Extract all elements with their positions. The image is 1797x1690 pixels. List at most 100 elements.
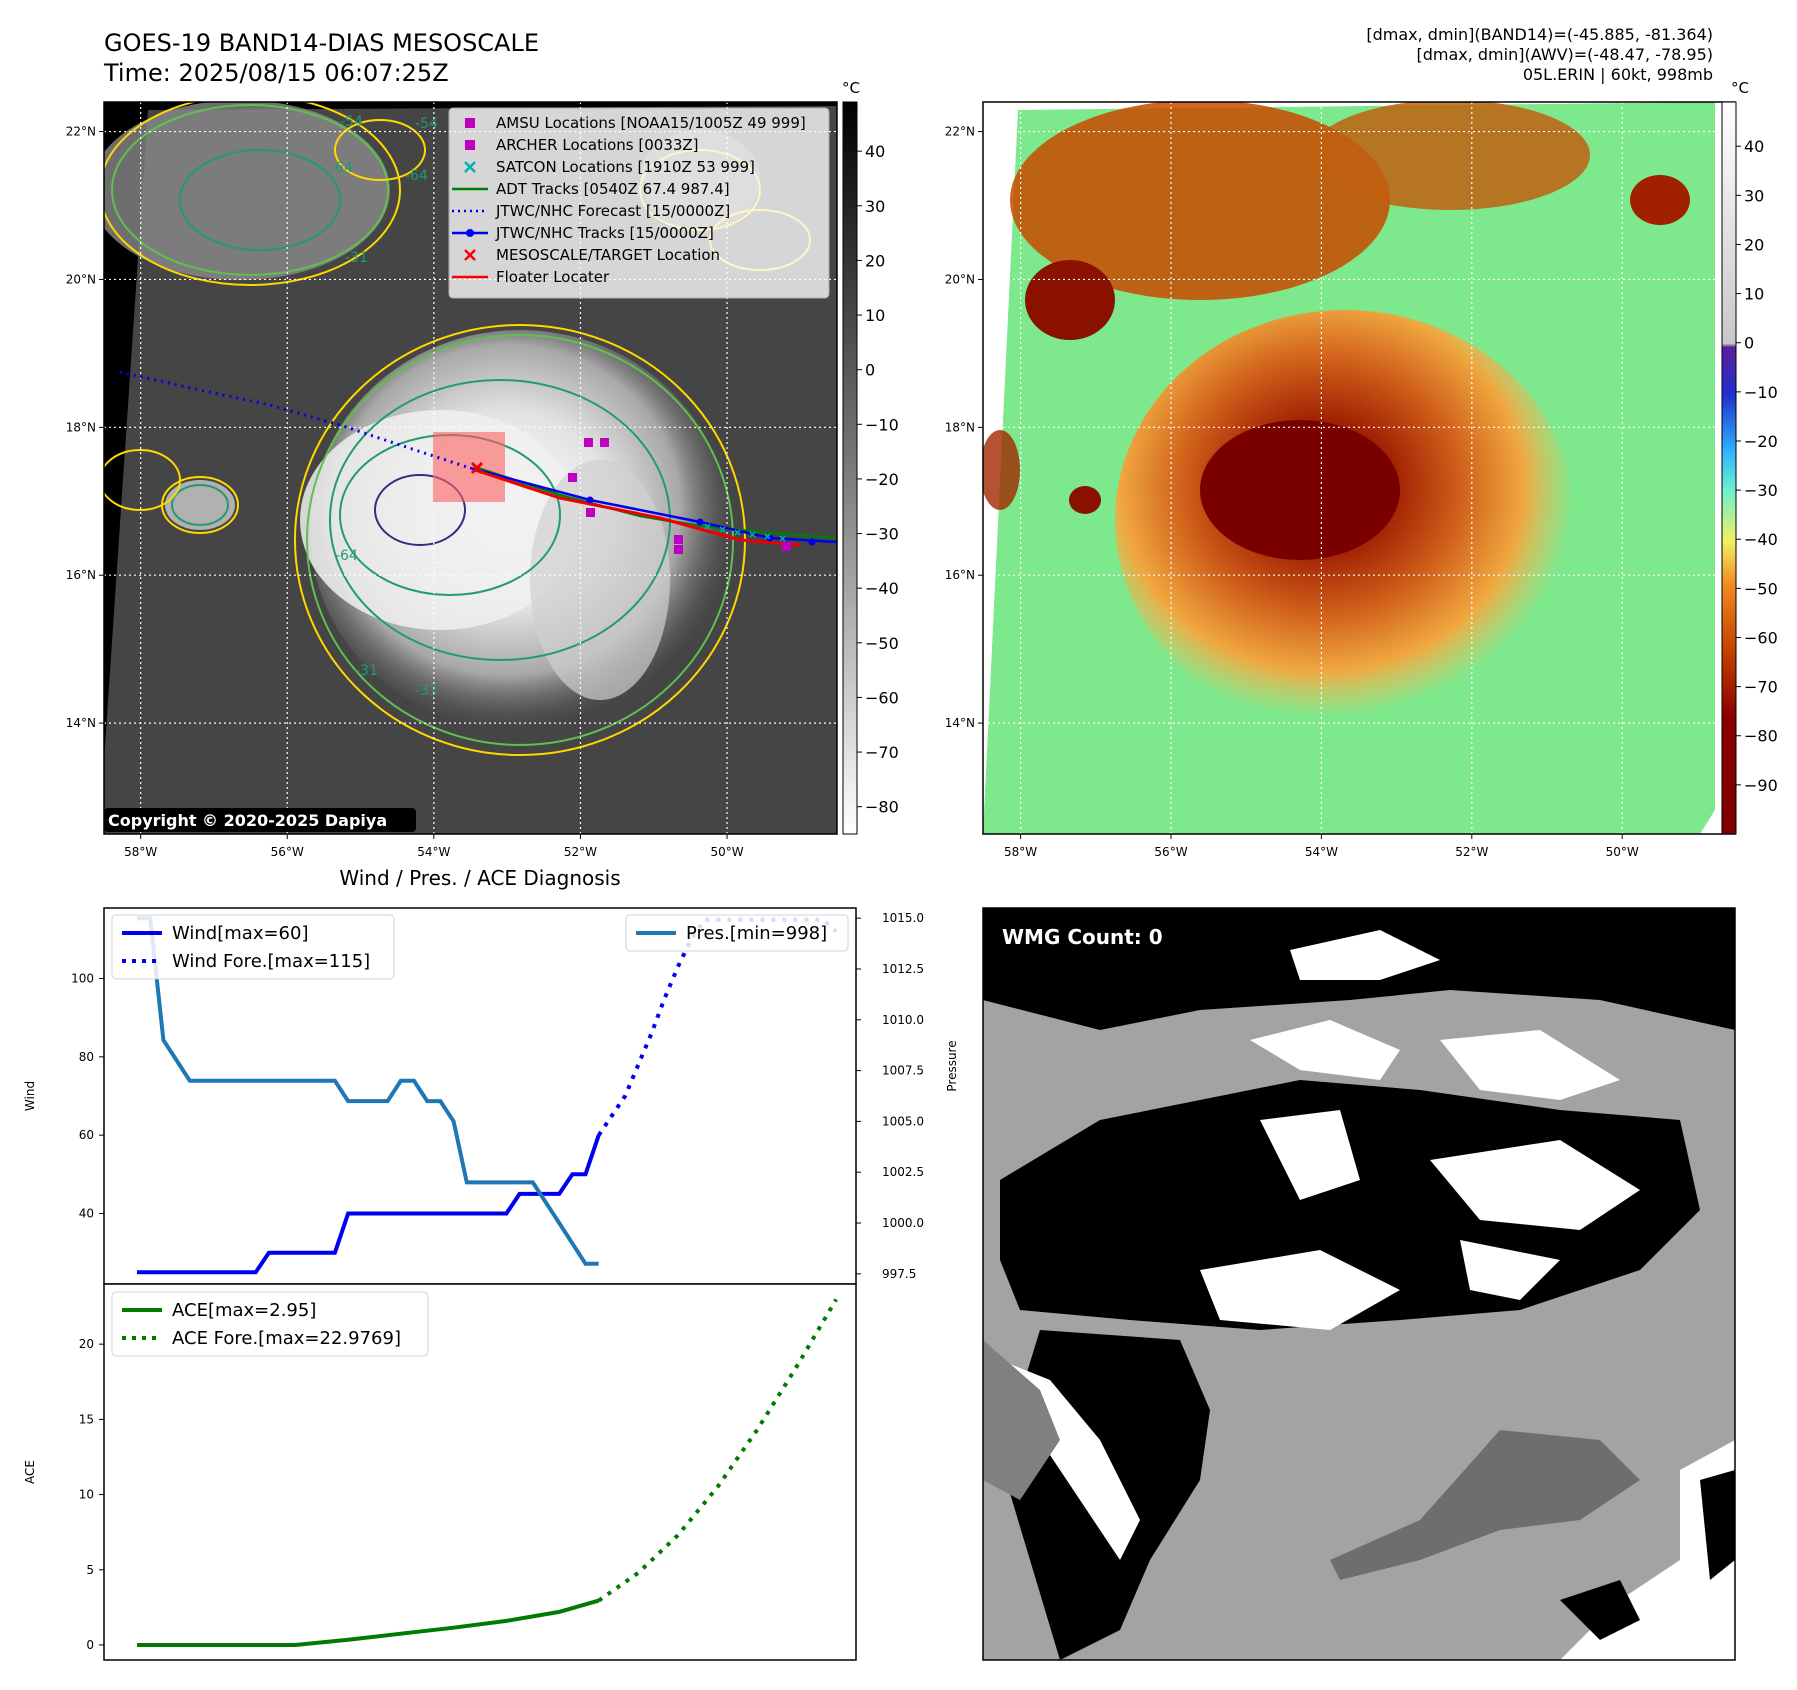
contour-label: -64 bbox=[330, 160, 353, 176]
figure-time: Time: 2025/08/15 06:07:25Z bbox=[103, 59, 449, 87]
contour-label: -31 bbox=[415, 683, 438, 699]
lat-tick-label: 16°N bbox=[66, 568, 96, 582]
dmax-band14-readout: [dmax, dmin](BAND14)=(-45.885, -81.364) bbox=[1366, 25, 1713, 44]
chart-legend-label: Wind[max=60] bbox=[172, 923, 309, 944]
y-tick-label: 100 bbox=[71, 972, 94, 986]
awv-colorbar: °C 40 30 20 10 0 −10 −20 −30 −40 −50 −60 −70 −80 −90 bbox=[1721, 79, 1778, 835]
awv-enhanced-map bbox=[982, 101, 1736, 835]
y-right-axis-label: Pressure bbox=[945, 1040, 959, 1091]
lat-tick-label: 22°N bbox=[945, 125, 975, 139]
legend-label: Floater Locater bbox=[496, 268, 610, 286]
chart-legend-box bbox=[625, 914, 849, 952]
series-line bbox=[137, 1598, 600, 1647]
contour-label: -31 bbox=[355, 663, 378, 679]
colorbar-tick-label: −70 bbox=[1744, 678, 1778, 697]
dmax-awv-readout: [dmax, dmin](AWV)=(-48.47, -78.95) bbox=[1416, 45, 1713, 64]
colorbar-tick-label: 20 bbox=[865, 251, 885, 270]
y-tick-label: 40 bbox=[79, 1207, 94, 1221]
chart-legend-label: Wind Fore.[max=115] bbox=[172, 951, 370, 972]
lon-tick-label: 50°W bbox=[710, 845, 743, 859]
mesoscale-target-marker bbox=[470, 461, 484, 475]
colorbar-tick-label: −80 bbox=[865, 798, 899, 817]
colorbar-tick-label: −40 bbox=[865, 579, 899, 598]
chart-legend-label: Pres.[min=998] bbox=[686, 923, 827, 944]
colorbar-tick-label: −30 bbox=[865, 525, 899, 544]
legend-marker bbox=[465, 118, 475, 128]
legend-marker bbox=[464, 161, 476, 173]
contour-label: -54 bbox=[415, 116, 438, 132]
colorbar-unit: °C bbox=[1731, 79, 1749, 97]
floater-locater-track bbox=[474, 468, 801, 547]
legend-label: SATCON Locations [1910Z 53 999] bbox=[496, 158, 755, 176]
legend-marker bbox=[465, 140, 475, 150]
colorbar-tick-label: −20 bbox=[865, 470, 899, 489]
copyright-text: Copyright © 2020-2025 Dapiya bbox=[108, 811, 387, 830]
colorbar-tick-label: −90 bbox=[1744, 776, 1778, 795]
legend-marker bbox=[464, 249, 476, 261]
contour-label: -54 bbox=[340, 114, 363, 130]
colorbar-tick-label: −80 bbox=[1744, 727, 1778, 746]
diagnosis-title: Wind / Pres. / ACE Diagnosis bbox=[339, 866, 620, 890]
colorbar-tick-label: 10 bbox=[865, 306, 885, 325]
colorbar-unit: °C bbox=[842, 79, 860, 97]
lon-tick-label: 52°W bbox=[564, 845, 597, 859]
y-tick-label: 10 bbox=[79, 1488, 94, 1502]
y-axis-label: Wind bbox=[23, 1081, 37, 1111]
colorbar-tick-label: −40 bbox=[1744, 530, 1778, 549]
lat-tick-label: 22°N bbox=[66, 125, 96, 139]
lat-tick-label: 14°N bbox=[66, 716, 96, 730]
lon-tick-label: 54°W bbox=[417, 845, 450, 859]
y-right-tick-label: 1005.0 bbox=[882, 1114, 924, 1128]
series-line bbox=[137, 1134, 601, 1275]
lat-tick-label: 20°N bbox=[945, 272, 975, 286]
contour-label: -64 bbox=[405, 168, 428, 184]
legend-label: ARCHER Locations [0033Z] bbox=[496, 136, 699, 154]
lon-tick-label: 56°W bbox=[271, 845, 304, 859]
colorbar-tick-label: 40 bbox=[865, 142, 885, 161]
map-legend: AMSU Locations [NOAA15/1005Z 49 999] ARCH… bbox=[448, 107, 830, 299]
lon-tick-label: 54°W bbox=[1305, 845, 1338, 859]
y-right-tick-label: 1010.0 bbox=[882, 1013, 924, 1027]
storm-info: 05L.ERIN | 60kt, 998mb bbox=[1523, 65, 1713, 84]
chart-legend-label: ACE Fore.[max=22.9769] bbox=[172, 1328, 401, 1349]
colorbar-tick-label: −50 bbox=[1744, 579, 1778, 598]
jtwc-forecast-track bbox=[119, 370, 471, 470]
chart-legend-box bbox=[111, 914, 395, 980]
series-line bbox=[137, 916, 599, 1266]
band14-ir-map: -54 -54 -64 -64 -31 -64 -31 -31 bbox=[103, 101, 838, 835]
lat-tick-label: 18°N bbox=[66, 420, 96, 434]
colorbar-tick-label: −20 bbox=[1744, 432, 1778, 451]
lat-tick-label: 18°N bbox=[945, 420, 975, 434]
colorbar-tick-label: −10 bbox=[1744, 383, 1778, 402]
y-tick-label: 80 bbox=[79, 1050, 94, 1064]
lon-tick-label: 58°W bbox=[1004, 845, 1037, 859]
colorbar-tick-label: 20 bbox=[1744, 235, 1764, 254]
chart-legend-box bbox=[111, 1291, 429, 1357]
lat-tick-label: 20°N bbox=[66, 272, 96, 286]
chart-legend-label: ACE[max=2.95] bbox=[172, 1300, 316, 1321]
colorbar-tick-label: 0 bbox=[1744, 334, 1754, 353]
legend-marker-dot bbox=[466, 229, 474, 237]
contour-label: -64 bbox=[335, 548, 358, 564]
colorbar-tick-label: −70 bbox=[865, 743, 899, 762]
legend-label: JTWC/NHC Tracks [15/0000Z] bbox=[495, 224, 714, 242]
copyright-badge: Copyright © 2020-2025 Dapiya bbox=[104, 808, 416, 832]
colorbar-tick-label: 30 bbox=[1744, 186, 1764, 205]
y-tick-label: 15 bbox=[79, 1412, 94, 1426]
lon-tick-label: 56°W bbox=[1154, 845, 1187, 859]
wmg-panel: WMG Count: 0 bbox=[982, 907, 1736, 1661]
colorbar-tick-label: −30 bbox=[1744, 481, 1778, 500]
figure-title: GOES-19 BAND14-DIAS MESOSCALE bbox=[104, 29, 539, 57]
legend-label: JTWC/NHC Forecast [15/0000Z] bbox=[495, 202, 730, 220]
y-tick-label: 5 bbox=[86, 1563, 94, 1577]
y-right-tick-label: 997.5 bbox=[882, 1267, 916, 1281]
y-axis-label: ACE bbox=[23, 1460, 37, 1484]
lat-tick-label: 16°N bbox=[945, 568, 975, 582]
colorbar-tick-label: 10 bbox=[1744, 285, 1764, 304]
y-tick-label: 20 bbox=[79, 1337, 94, 1351]
legend-label: ADT Tracks [0540Z 67.4 987.4] bbox=[496, 180, 730, 198]
legend-label: AMSU Locations [NOAA15/1005Z 49 999] bbox=[496, 114, 806, 132]
band14-colorbar: °C 40 30 20 10 0 −10 −20 −30 −40 −50 −60 −70 −80 bbox=[842, 79, 899, 835]
colorbar-tick-label: 30 bbox=[865, 197, 885, 216]
